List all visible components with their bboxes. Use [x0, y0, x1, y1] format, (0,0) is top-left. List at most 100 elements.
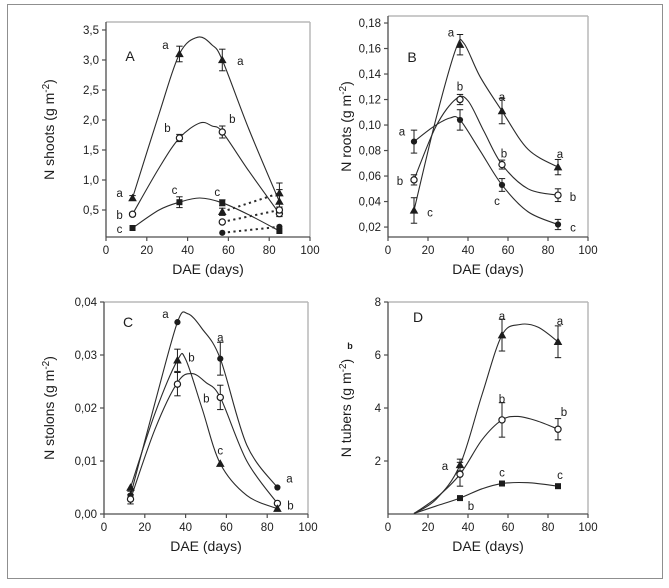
y-tick-label: 0,06	[359, 171, 381, 183]
x-tick-label: 20	[138, 522, 151, 534]
stat-letter: c	[427, 207, 433, 219]
series-curve	[413, 38, 559, 211]
y-tick-label: 0,04	[359, 197, 382, 209]
x-tick-label: 0	[385, 245, 391, 257]
square-filled-marker	[457, 495, 463, 502]
series-tubers-triangle: a a a	[413, 311, 564, 514]
circle-open-marker	[175, 134, 184, 142]
stat-letter: c	[494, 196, 500, 208]
stat-letter: c	[217, 446, 223, 458]
circle-open-marker	[173, 380, 182, 388]
series-tubers-square-filled: b c c	[413, 468, 563, 514]
y-axis-title: N stolons (g m-2)	[41, 356, 57, 460]
stray-annotation: b	[347, 341, 353, 351]
panel-b-chart: 0 20 40 60 80 100 0,02 0,04 0,06 0,08 0,10 0,12 0,14…	[338, 15, 598, 277]
stat-letter: b	[501, 149, 507, 161]
stat-letter: a	[237, 56, 244, 68]
series-roots-circle-open: b b b b	[397, 82, 576, 205]
series-roots-triangle: c a a a	[409, 28, 564, 224]
series-stolons-circle-open: bb	[126, 371, 294, 512]
series-curve	[222, 225, 280, 234]
series-shoots-circle-open-dotted	[218, 206, 284, 226]
panel-letter: C	[123, 314, 133, 330]
circle-filled-marker	[219, 229, 226, 236]
stat-letter: b	[468, 501, 474, 513]
y-tick-label: 0,02	[75, 403, 97, 415]
y-tick-label: 0,12	[359, 95, 381, 107]
stat-letter: a	[162, 40, 169, 52]
y-tick-label: 0,16	[359, 44, 381, 56]
triangle-filled-marker	[217, 55, 227, 64]
series-shoots-triangle-solid: a a a	[116, 36, 284, 215]
stat-letter: b	[116, 210, 122, 222]
circle-open-marker	[410, 176, 418, 184]
x-axis: 0 20 40 60 80 100	[385, 237, 598, 257]
y-axis-title: N roots (g m-2)	[338, 81, 354, 172]
stat-letter: a	[557, 316, 564, 328]
y-axis: 0,5 1,0 1,5 2,0 2,5 3,0 3,5	[83, 25, 106, 217]
panel-letter: B	[407, 49, 416, 65]
triangle-filled-marker	[217, 207, 227, 215]
x-axis: 0 20 40 60 80 100	[101, 514, 318, 534]
y-tick-label: 2,5	[83, 85, 99, 97]
circle-filled-marker	[498, 181, 506, 189]
series-curve	[132, 121, 280, 215]
y-tick-label: 0,10	[359, 120, 381, 132]
panel-c-cell: 0 20 40 60 80 100 0,00 0,01 0,02 0,03 0,04 DAE (day…	[0, 294, 335, 588]
x-tick-label: 60	[220, 522, 233, 534]
plot-box	[387, 15, 589, 238]
x-tick-label: 20	[422, 245, 435, 257]
y-axis-title: N shoots (g m-2)	[41, 79, 57, 180]
circle-open-marker	[456, 470, 464, 478]
x-tick-label: 0	[101, 522, 107, 534]
stat-letter: b	[570, 192, 576, 204]
stat-letter: b	[499, 394, 505, 406]
series-curve	[130, 372, 278, 504]
circle-open-marker	[498, 160, 506, 169]
stat-letter: b	[457, 82, 463, 94]
stat-letter: a	[399, 127, 406, 139]
x-axis: 0 20 40 60 80 100	[103, 237, 320, 257]
y-tick-label: 3,5	[83, 25, 99, 37]
stat-letter: b	[188, 352, 194, 364]
y-axis: 0,00 0,01 0,02 0,03 0,04	[75, 297, 104, 521]
y-tick-label: 2,0	[83, 115, 99, 127]
x-tick-label: 100	[578, 522, 597, 534]
stat-letter: a	[557, 149, 564, 161]
panel-a-chart: 0 20 40 60 80 100 0,5 1,0 1,5 2,0 2,5 3,0 3,5 DAE (da…	[41, 21, 320, 277]
triangle-filled-marker	[455, 40, 465, 48]
stat-letter: c	[117, 224, 123, 236]
stat-letter: b	[397, 176, 403, 188]
triangle-filled-marker	[409, 206, 419, 214]
stat-letter: b	[229, 114, 235, 126]
circle-open-marker	[554, 191, 562, 199]
square-filled-marker	[499, 480, 505, 487]
circle-open-marker	[456, 95, 464, 104]
stat-letter: c	[214, 187, 220, 199]
circle-filled-marker	[456, 116, 464, 124]
y-tick-label: 1,5	[83, 145, 99, 157]
triangle-filled-marker	[497, 330, 507, 339]
y-tick-label: 1,0	[83, 175, 99, 187]
y-tick-label: 0,01	[75, 456, 97, 468]
y-tick-label: 0,18	[359, 18, 381, 30]
triangle-filled-marker	[553, 337, 563, 345]
x-tick-label: 40	[179, 522, 192, 534]
triangle-filled-marker	[497, 106, 507, 115]
stat-letter: c	[172, 185, 178, 197]
x-tick-label: 40	[462, 245, 475, 257]
y-axis-title: N tubers (g m-2)	[338, 359, 354, 457]
circle-open-marker	[216, 393, 224, 402]
x-tick-label: 0	[385, 522, 391, 534]
triangle-filled-marker	[553, 162, 563, 171]
triangle-filled-marker	[173, 355, 182, 364]
panel-a-cell: 0 20 40 60 80 100 0,5 1,0 1,5 2,0 2,5 3,0 3,5 DAE (da…	[0, 0, 335, 294]
series-shoots-square-filled-solid: c c c	[117, 185, 283, 236]
x-tick-label: 0	[103, 245, 109, 257]
x-axis-title: DAE (days)	[452, 538, 524, 554]
stat-letter: a	[286, 474, 293, 486]
circle-open-marker	[498, 416, 506, 424]
circle-filled-marker	[554, 221, 562, 228]
circle-filled-marker	[217, 355, 224, 362]
triangle-filled-marker	[126, 483, 135, 491]
